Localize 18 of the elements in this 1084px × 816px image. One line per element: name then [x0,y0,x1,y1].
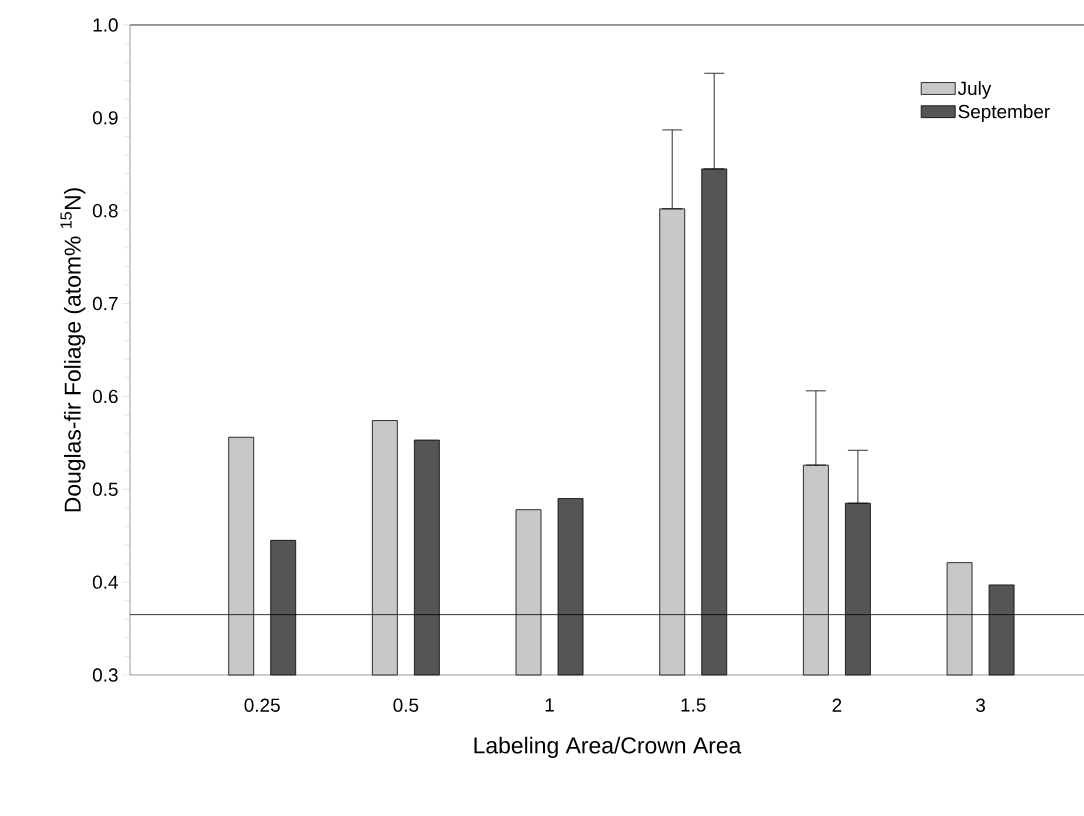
y-tick-label: 0.7 [92,296,118,311]
y-tick-label: 0.6 [92,389,118,404]
x-tick-label: 1.5 [681,698,706,712]
y-tick-label: 0.8 [92,203,118,218]
legend-label: September [958,104,1050,122]
x-tick-label: 0.25 [244,698,280,712]
x-tick-label: 3 [976,698,985,712]
y-axis-title: Douglas-fir Foliage (atom% $^{15}$N) [60,188,86,512]
y-tick-label: 1.0 [93,18,118,32]
y-tick-label: 0.5 [92,482,118,496]
y-tick-label: 0.9 [92,111,118,125]
x-axis-title: Labeling Area/Crown Area [474,736,742,759]
x-tick-label: 1 [545,698,554,712]
y-tick-label: 0.3 [92,668,118,682]
legend-label: July [957,81,992,99]
x-tick-label: 0.5 [393,698,419,712]
x-tick-label: 2 [832,698,842,712]
y-tick-label: 0.4 [92,575,118,589]
